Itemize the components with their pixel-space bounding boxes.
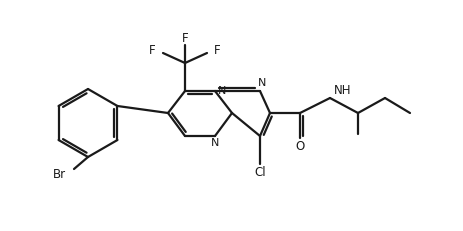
Text: F: F bbox=[149, 45, 156, 58]
Text: N: N bbox=[257, 78, 266, 88]
Text: O: O bbox=[295, 140, 304, 154]
Text: N: N bbox=[217, 86, 225, 96]
Text: F: F bbox=[213, 45, 220, 58]
Text: N: N bbox=[210, 138, 219, 148]
Text: Cl: Cl bbox=[254, 165, 265, 179]
Text: F: F bbox=[181, 31, 188, 45]
Text: NH: NH bbox=[333, 83, 351, 97]
Text: Br: Br bbox=[53, 168, 66, 182]
